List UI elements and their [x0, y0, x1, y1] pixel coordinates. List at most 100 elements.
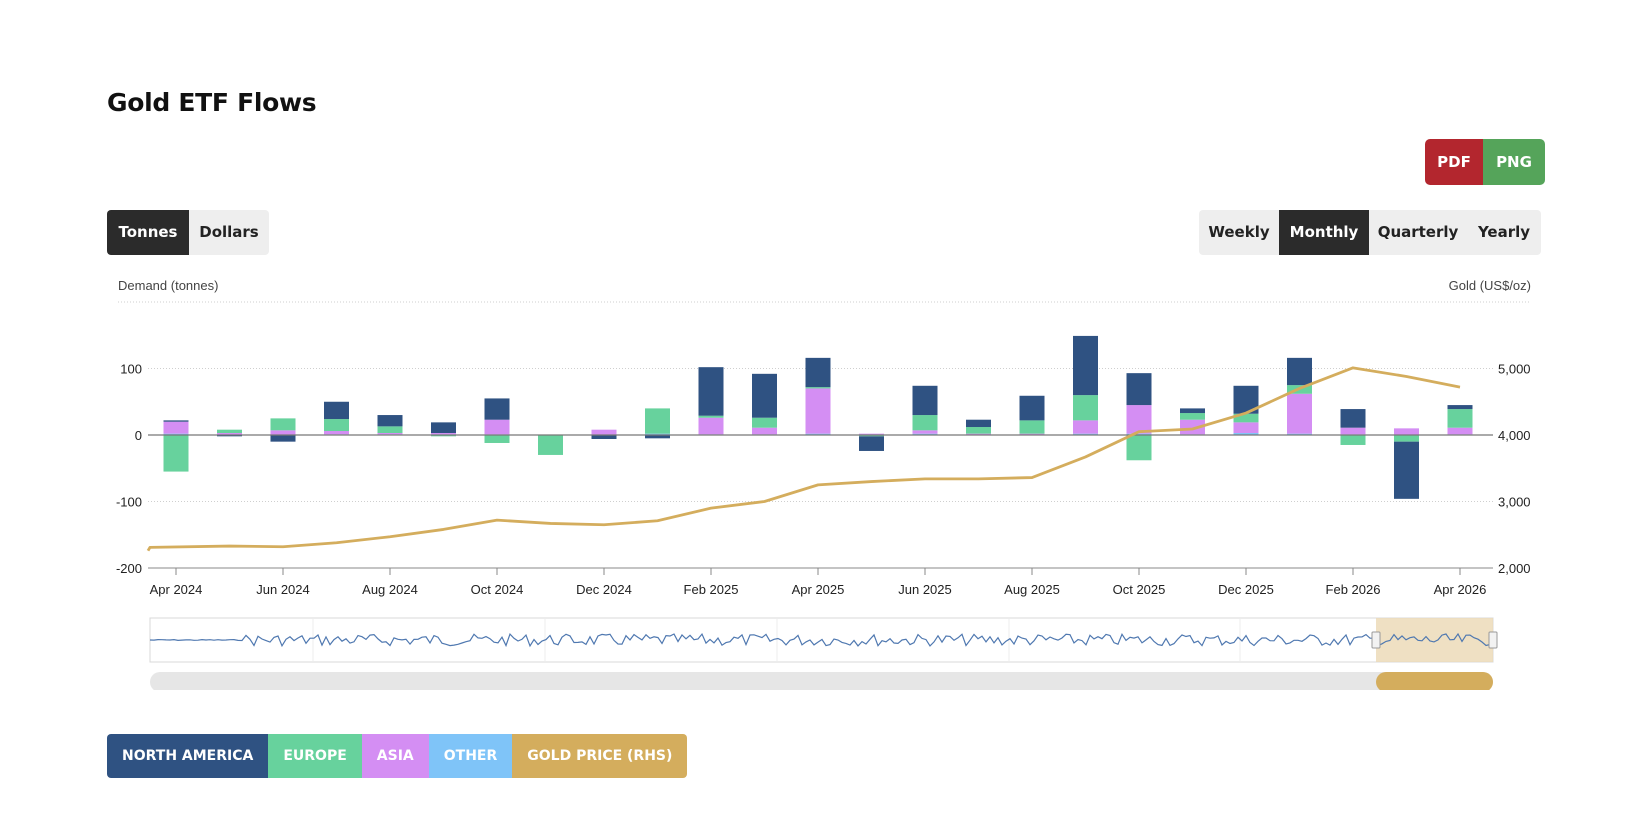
gold-price-line [146, 366, 1461, 552]
x-tick-label: Oct 2024 [471, 582, 524, 597]
pdf-button[interactable]: PDF [1425, 139, 1483, 185]
scrollbar-track [150, 672, 1493, 690]
bar-asia [805, 388, 831, 434]
legend-north-america[interactable]: NORTH AMERICA [107, 734, 269, 778]
x-tick-label: Feb 2026 [1326, 582, 1381, 597]
bar-series [163, 335, 1473, 499]
bar-europe [324, 419, 349, 432]
bar-north-america [591, 435, 617, 439]
bar-north-america [805, 357, 831, 388]
weekly-button[interactable]: Weekly [1208, 223, 1270, 241]
bar-north-america [431, 422, 456, 434]
legend-europe[interactable]: EUROPE [268, 734, 362, 778]
bar-europe [1394, 435, 1419, 442]
y-axis-label: Demand (tonnes) [118, 278, 218, 293]
y2-tick-label: 3,000 [1498, 495, 1531, 510]
scrollbar-thumb [1376, 672, 1493, 690]
bar-asia [217, 433, 242, 435]
legend: NORTH AMERICA EUROPE ASIA OTHER GOLD PRI… [107, 734, 688, 778]
bar-north-america [377, 415, 403, 427]
bar-north-america [698, 367, 724, 416]
bar-north-america [270, 435, 296, 442]
x-tick-label: Jun 2024 [256, 582, 310, 597]
bar-asia [324, 431, 349, 435]
bar-north-america [645, 435, 670, 439]
bar-europe [1180, 413, 1205, 420]
bar-north-america [217, 435, 242, 437]
x-tick-label: Aug 2024 [362, 582, 418, 597]
bar-europe [1447, 409, 1473, 428]
bar-europe [698, 415, 724, 418]
bar-asia [966, 433, 991, 435]
x-tick-label: Jun 2025 [898, 582, 952, 597]
range-navigator[interactable] [149, 617, 1498, 690]
x-tick-label: Oct 2025 [1113, 582, 1166, 597]
bar-other [645, 433, 670, 435]
navigator-handle [1371, 631, 1381, 649]
bar-north-america [1447, 405, 1473, 410]
x-tick-label: Apr 2025 [792, 582, 845, 597]
navigator-selection [1376, 618, 1493, 662]
bar-north-america [752, 373, 777, 418]
bar-asia [163, 421, 189, 434]
bar-north-america [1394, 441, 1419, 499]
quarterly-button[interactable]: Quarterly [1377, 223, 1459, 241]
y2-tick-label: 5,000 [1498, 362, 1531, 377]
bar-europe [217, 429, 242, 434]
bar-north-america [966, 419, 991, 428]
bar-other [805, 433, 831, 435]
bar-europe [1340, 435, 1366, 445]
bar-europe [431, 435, 456, 437]
y2-tick-label: 2,000 [1498, 561, 1531, 576]
bar-europe [484, 435, 510, 443]
x-tick-label: Dec 2025 [1218, 582, 1274, 597]
bar-asia [591, 429, 617, 435]
bar-asia [1126, 405, 1152, 434]
bar-north-america [1019, 395, 1045, 421]
bar-asia [270, 430, 296, 435]
legend-other[interactable]: OTHER [428, 734, 513, 778]
x-tick-label: Apr 2024 [150, 582, 203, 597]
bar-europe [752, 417, 777, 428]
bar-europe [805, 387, 831, 389]
bar-other [912, 433, 938, 435]
bar-north-america [859, 436, 884, 451]
legend-gold-price[interactable]: GOLD PRICE (RHS) [512, 734, 688, 778]
bar-north-america [1180, 408, 1205, 414]
bar-other [163, 433, 189, 435]
period-toggle: Weekly Monthly Quarterly Yearly [1199, 210, 1541, 255]
monthly-button[interactable]: Monthly [1279, 210, 1369, 255]
bar-asia [1233, 422, 1259, 434]
x-tick-label: Apr 2026 [1434, 582, 1487, 597]
x-tick-label: Aug 2025 [1004, 582, 1060, 597]
bar-other [1287, 433, 1312, 435]
bar-asia [484, 419, 510, 435]
bar-north-america [163, 420, 189, 422]
bar-north-america [484, 398, 510, 420]
bar-asia [859, 433, 884, 435]
bar-north-america [912, 385, 938, 416]
bar-north-america [1340, 409, 1366, 428]
legend-asia[interactable]: ASIA [361, 734, 429, 778]
bar-asia [1019, 433, 1045, 435]
etf-flows-chart: Demand (tonnes) Gold (US$/oz) -200 -100 0 1… [116, 278, 1531, 690]
export-buttons: PDF PNG [1425, 139, 1545, 185]
gold-price-path [146, 366, 1461, 552]
bar-asia [1394, 428, 1419, 435]
yearly-button[interactable]: Yearly [1477, 223, 1531, 241]
y-tick-label: 100 [120, 362, 142, 377]
bar-asia [1287, 393, 1312, 434]
navigator-sparkline [149, 632, 1491, 648]
x-tick-label: Dec 2024 [576, 582, 632, 597]
bar-north-america [1073, 335, 1098, 396]
bar-asia [1073, 420, 1098, 434]
unit-toggle: Tonnes Dollars [107, 210, 269, 255]
png-button[interactable]: PNG [1483, 139, 1545, 185]
y-tick-label: -100 [116, 495, 142, 510]
bar-europe [538, 435, 563, 455]
tonnes-button[interactable]: Tonnes [107, 210, 189, 255]
dollars-button[interactable]: Dollars [199, 223, 259, 241]
bar-europe [1019, 420, 1045, 434]
bar-other [1126, 433, 1152, 435]
bar-asia [912, 430, 938, 434]
